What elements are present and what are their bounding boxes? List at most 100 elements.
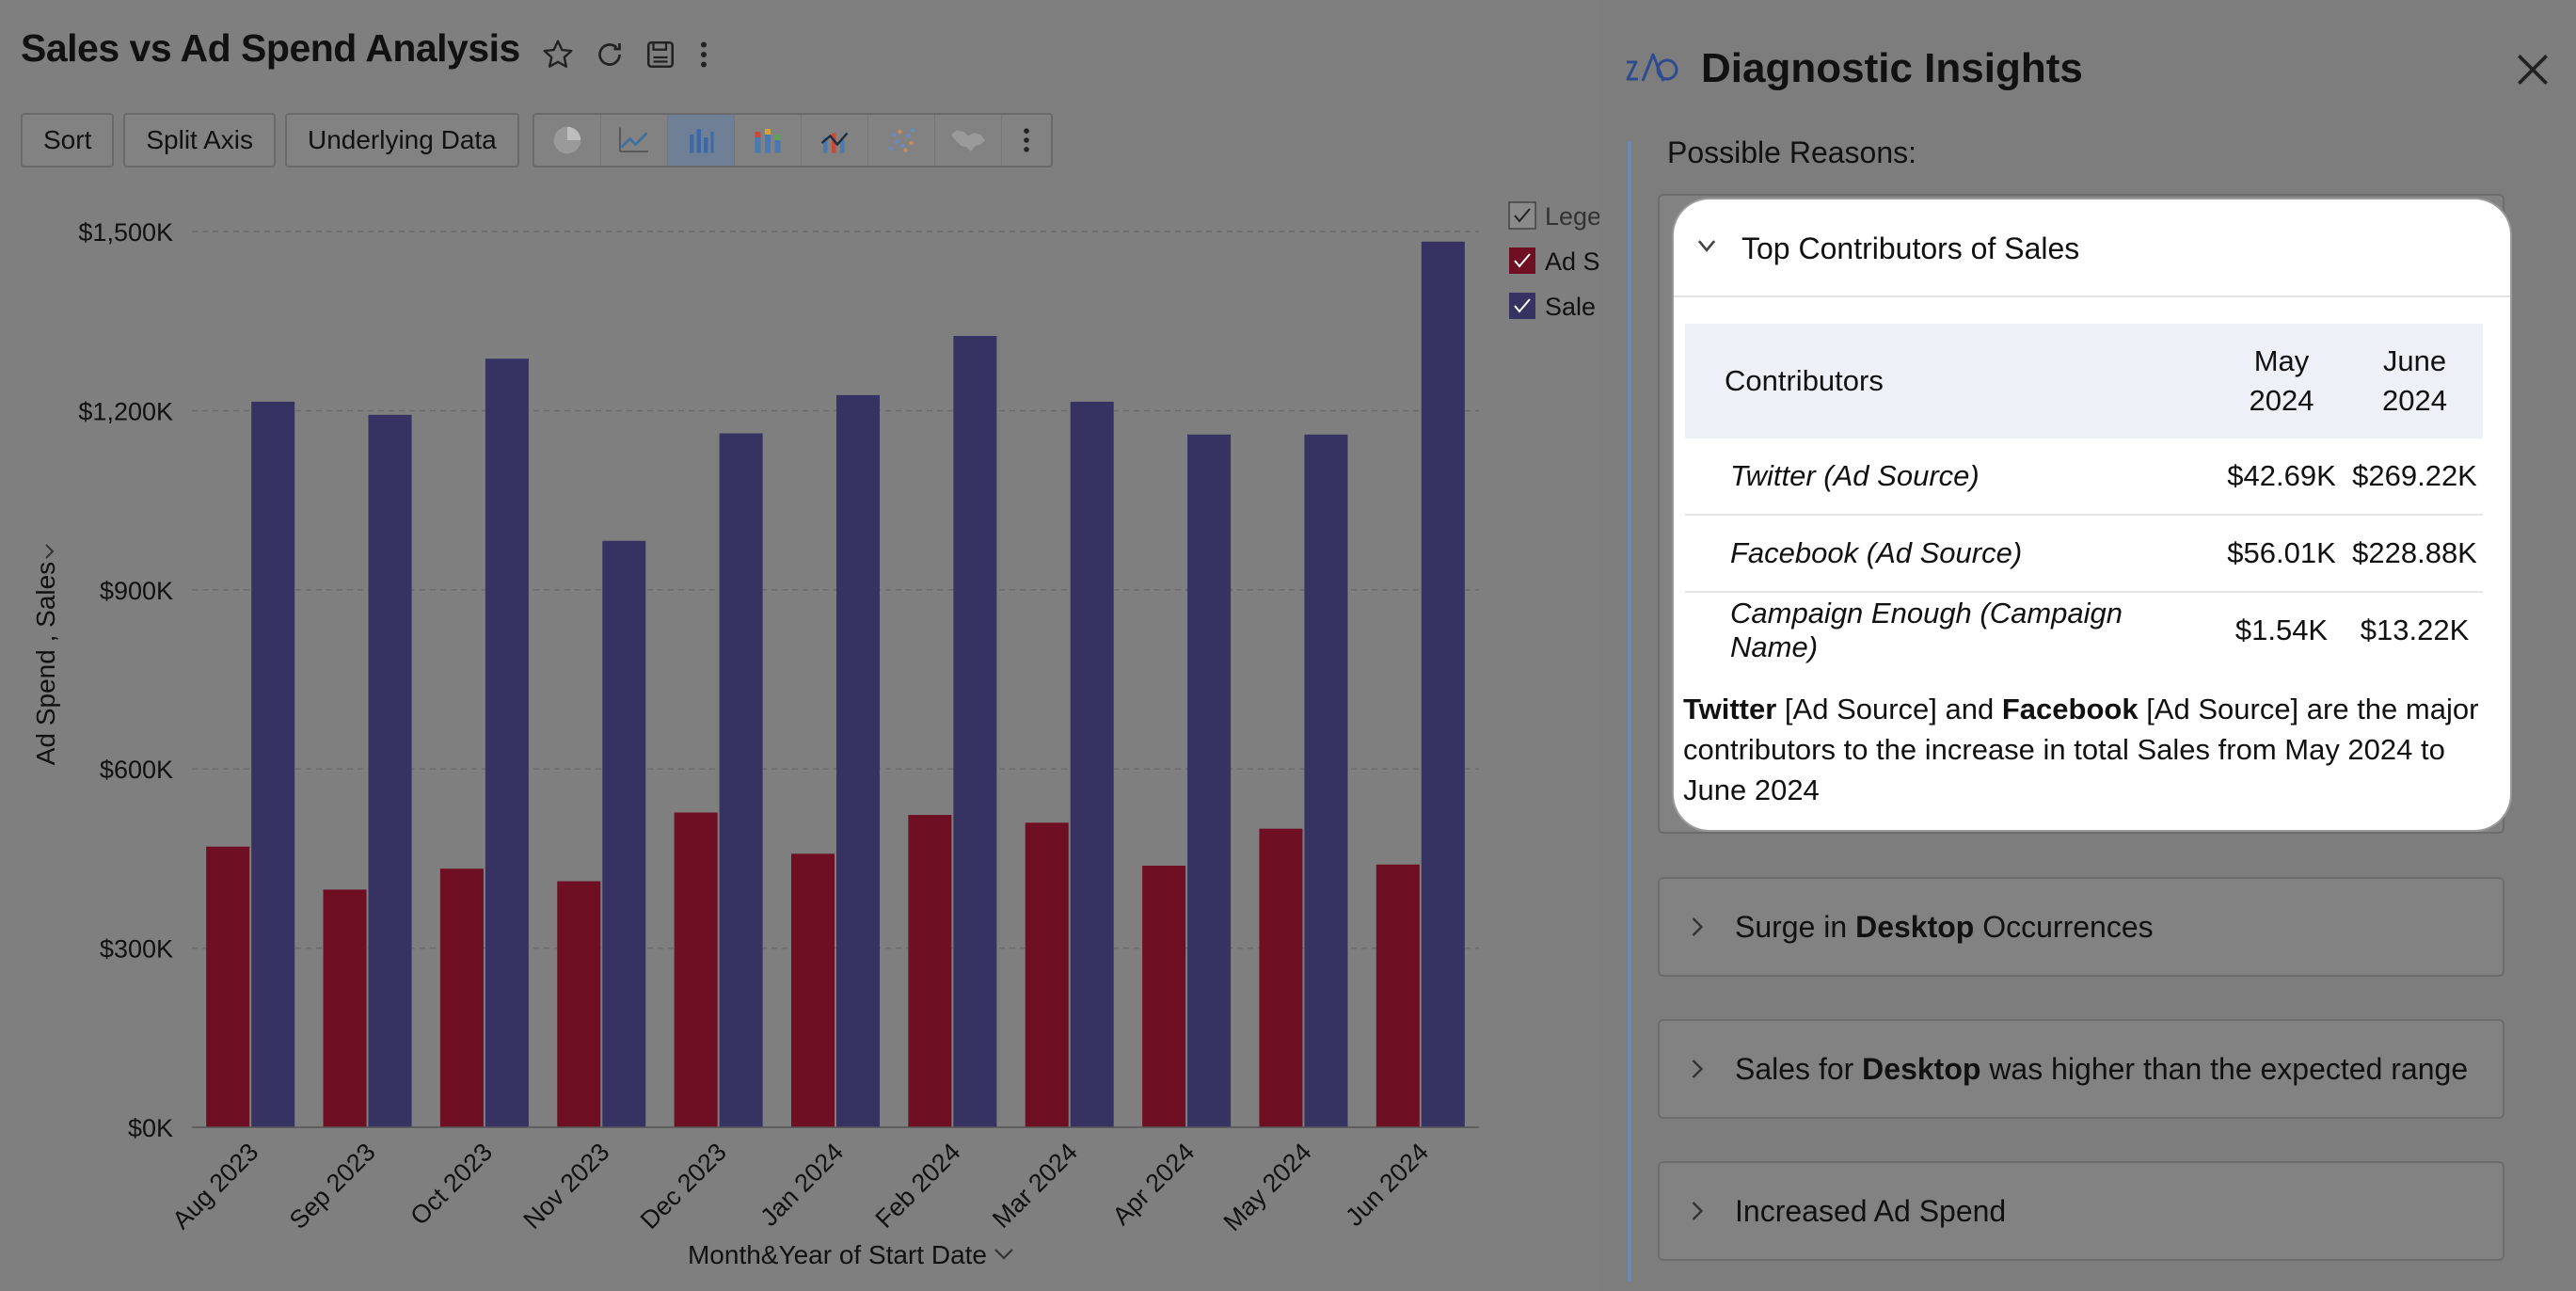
bar-sales[interactable] (1421, 241, 1465, 1128)
reason-card-increased-ad-spend[interactable]: Increased Ad Spend (1658, 1161, 2504, 1261)
chevron-right-icon (1660, 916, 1735, 938)
column-header-june-2024[interactable]: June 2024 (2346, 324, 2483, 438)
bar-chart-icon[interactable] (667, 115, 735, 166)
bar-ad-spend[interactable] (557, 881, 601, 1127)
legend-title: Lege (1545, 202, 1599, 231)
legend-toggle-checkbox[interactable] (1508, 201, 1536, 230)
legend-item-ad-spend[interactable]: Ad S (1545, 247, 1599, 276)
x-tick-label: Feb 2024 (870, 1138, 966, 1234)
save-icon[interactable] (640, 34, 681, 75)
reason-card-desktop-sales-range[interactable]: Sales for Desktop was higher than the ex… (1658, 1019, 2504, 1119)
top-contributors-card: Top Contributors of Sales Contributors M… (1674, 199, 2510, 830)
chevron-right-icon (1660, 1200, 1735, 1222)
y-tick-label: $900K (100, 577, 173, 605)
table-row: Twitter (Ad Source) $42.69K $269.22K (1685, 438, 2483, 516)
legend-swatch-ad-spend[interactable] (1509, 247, 1535, 274)
legend-swatch-sales[interactable] (1509, 293, 1535, 319)
bar-sales[interactable] (602, 540, 646, 1127)
x-tick-label: Nov 2023 (518, 1138, 615, 1235)
top-contributors-title: Top Contributors of Sales (1741, 231, 2080, 265)
table-row: Campaign Enough (Campaign Name) $1.54K $… (1685, 592, 2483, 668)
chevron-down-icon[interactable] (1694, 233, 1719, 258)
bar-sales[interactable] (485, 359, 529, 1128)
check-icon (1514, 208, 1531, 223)
more-options-icon[interactable] (683, 34, 724, 75)
bar-sales[interactable] (719, 433, 763, 1127)
y-tick-label: $1,500K (78, 218, 173, 247)
bar-chart: $0K $300K $600K $900K $1,200K $1,500K Aug 202… (31, 201, 1599, 1269)
bar-ad-spend[interactable] (1025, 822, 1069, 1127)
contributors-table: Contributors May 2024 June 2024 Twitter … (1685, 324, 2483, 668)
bar-sales[interactable] (251, 401, 295, 1127)
x-tick-label: Dec 2023 (635, 1138, 732, 1235)
column-header-contributors[interactable]: Contributors (1685, 324, 2217, 438)
bar-ad-spend[interactable] (908, 815, 952, 1127)
top-contributors-header[interactable]: Top Contributors of Sales (1674, 199, 2510, 297)
reason-card-desktop-surge[interactable]: Surge in Desktop Occurrences (1658, 877, 2504, 977)
check-icon (1514, 253, 1531, 268)
underlying-data-button[interactable]: Underlying Data (284, 113, 519, 167)
may-value: $42.69K (2217, 438, 2346, 516)
line-chart-icon[interactable] (601, 115, 668, 166)
bar-ad-spend[interactable] (206, 846, 250, 1127)
reason-title: Sales for Desktop was higher than the ex… (1735, 1051, 2469, 1086)
x-tick-label: Aug 2023 (167, 1138, 263, 1235)
possible-reasons-label: Possible Reasons: (1667, 135, 1917, 169)
close-icon[interactable] (2512, 49, 2553, 90)
chart-more-icon[interactable] (1002, 115, 1051, 166)
june-value: $228.88K (2346, 515, 2483, 593)
x-axis-chevron-icon[interactable] (994, 1249, 1013, 1260)
scatter-chart-icon[interactable] (868, 115, 935, 166)
y-axis-label: Ad Spend , Sales (31, 562, 60, 765)
x-tick-label: May 2024 (1218, 1138, 1317, 1236)
y-axis-chevron-icon[interactable] (45, 544, 55, 559)
sort-button[interactable]: Sort (21, 113, 115, 167)
panel-header: Diagnostic Insights (1599, 0, 2576, 132)
bar-sales[interactable] (836, 394, 880, 1127)
table-row: Facebook (Ad Source) $56.01K $228.88K (1685, 515, 2483, 593)
check-icon (1514, 298, 1531, 313)
bar-ad-spend[interactable] (1142, 866, 1186, 1127)
bar-ad-spend[interactable] (791, 853, 835, 1127)
legend: Lege Ad S Sale (1508, 201, 1599, 321)
bar-sales[interactable] (1070, 401, 1114, 1127)
contributor-name: Campaign Enough (Campaign Name) (1730, 597, 2123, 663)
bar-ad-spend[interactable] (674, 812, 718, 1127)
map-chart-icon[interactable] (935, 115, 1002, 166)
bar-ad-spend[interactable] (323, 889, 367, 1127)
refresh-icon[interactable] (589, 34, 630, 75)
x-tick-label: Jun 2024 (1340, 1138, 1434, 1232)
bar-sales[interactable] (368, 414, 412, 1127)
contributors-summary: Twitter [Ad Source] and Facebook [Ad Sou… (1683, 693, 2479, 806)
reason-title: Increased Ad Spend (1735, 1193, 2007, 1228)
report-title: Sales vs Ad Spend Analysis (21, 26, 520, 70)
panel-scroll-indicator[interactable] (1628, 141, 1631, 1282)
x-tick-label: Jan 2024 (755, 1138, 849, 1232)
x-axis-label[interactable]: Month&Year of Start Date (688, 1240, 987, 1269)
chevron-right-icon (1660, 1058, 1735, 1080)
x-tick-label: Oct 2023 (405, 1138, 498, 1231)
bar-ad-spend[interactable] (1375, 864, 1420, 1127)
column-header-may-2024[interactable]: May 2024 (2217, 324, 2346, 438)
legend-item-sales[interactable]: Sale (1545, 293, 1596, 321)
star-icon[interactable] (537, 34, 579, 75)
chart-type-selector (532, 113, 1053, 167)
y-tick-label: $600K (100, 756, 173, 784)
may-value: $56.01K (2217, 515, 2346, 593)
bar-sales[interactable] (1187, 434, 1232, 1128)
reason-title: Surge in Desktop Occurrences (1735, 909, 2154, 944)
report-area: Sales vs Ad Spend Analysis Sort Split Ax… (21, 26, 1599, 1269)
bar-sales[interactable] (1304, 434, 1348, 1128)
bar-sales[interactable] (953, 336, 997, 1128)
y-tick-label: $1,200K (78, 397, 173, 425)
panel-title: Diagnostic Insights (1701, 45, 2083, 91)
split-axis-button[interactable]: Split Axis (123, 113, 276, 167)
contributor-name: Twitter (Ad Source) (1685, 438, 2217, 516)
bar-ad-spend[interactable] (439, 869, 484, 1127)
stacked-bar-icon[interactable] (735, 115, 802, 166)
bar-ad-spend[interactable] (1259, 828, 1303, 1127)
x-tick-label: Apr 2024 (1107, 1138, 1201, 1231)
combo-chart-icon[interactable] (802, 115, 868, 166)
pie-chart-icon[interactable] (534, 115, 601, 166)
y-tick-label: $300K (100, 935, 173, 964)
